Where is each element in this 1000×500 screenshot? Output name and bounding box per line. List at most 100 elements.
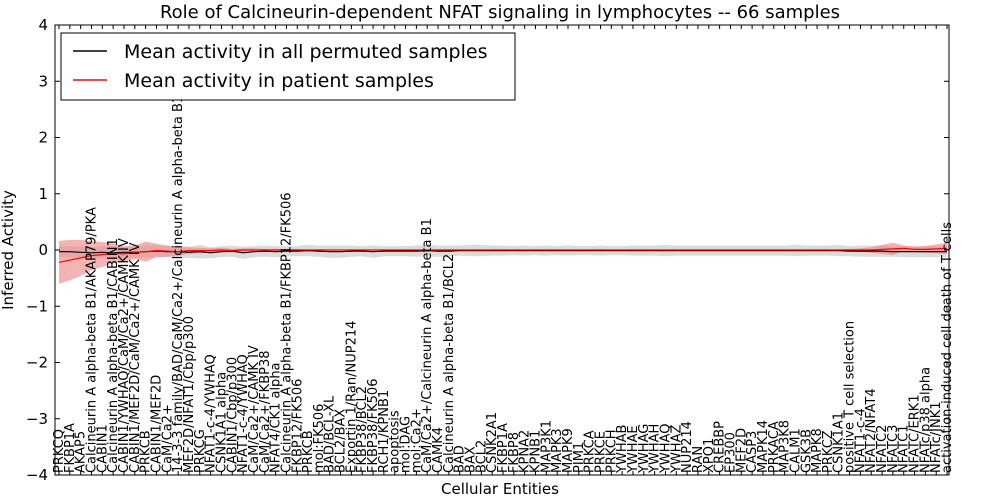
category-label: FKBP1A (63, 423, 78, 473)
legend-label-0: Mean activity in all permuted samples (124, 41, 487, 63)
category-label: MAPK9 (561, 428, 576, 473)
category-label: CASP3 (745, 431, 760, 473)
category-label: BAD (453, 445, 468, 473)
y-tick-label: 2 (38, 129, 48, 147)
legend-box (60, 32, 516, 101)
category-label: PRKCE (594, 431, 609, 473)
category-label: MAPK14 (756, 420, 771, 473)
category-label: MAP3K1 (539, 420, 554, 473)
category-label: CALM1 (788, 428, 803, 473)
category-label: CABIN1/YWHAQ/CaM/Ca2+/CAMK IV (117, 238, 132, 473)
category-label: CaM/Ca2+/FKBP38 (258, 351, 273, 474)
series-0-range-band (59, 244, 947, 260)
category-label: RCH1/KPNB1 (377, 390, 392, 473)
category-label: Calcineurin A alpha-beta B1/FKBP12/FK506 (279, 192, 294, 472)
category-label: mol:FK506 (312, 404, 327, 473)
category-label: activation-induced cell death of T cells (940, 222, 955, 473)
y-tick-label: −3 (26, 410, 48, 428)
category-label: MAPK3 (550, 428, 565, 473)
category-label: CREBBP (713, 421, 728, 473)
y-tick-label: −2 (26, 354, 48, 372)
category-label: FKBP8 (507, 432, 522, 473)
category-label: MAPK8 (810, 428, 825, 473)
category-label: FKBP38/BCL2 (355, 386, 370, 473)
category-label: 14-3-3 family/BAD/CaM/Ca2+/Calcineurin A… (171, 95, 186, 473)
chart-title: Role of Calcineurin-dependent NFAT signa… (160, 2, 840, 23)
category-label: NFATC/ERK1 (908, 394, 923, 473)
category-label: CSNK1A1 (832, 412, 847, 473)
category-label: PRKCB (301, 430, 316, 473)
category-label: mol:Ca2+ (409, 408, 424, 473)
category-label: FKBP38/FK506 (366, 379, 381, 474)
category-label: BAD/BCL-XL (323, 395, 338, 473)
y-tick-label: 3 (38, 72, 48, 90)
legend-label-1: Mean activity in patient samples (124, 70, 434, 92)
category-label: NFATC3 (886, 425, 901, 473)
category-label: NFATc/p38 alpha (918, 367, 933, 473)
category-label: Exportin 1/Ran/NUP214 (344, 321, 359, 473)
category-label: NFAT1-c-4/YWHAQ (236, 354, 251, 473)
category-label: MEF2D/NFAT1/Cbp/p300 (182, 316, 197, 473)
category-label: GSK3B (799, 429, 814, 473)
axes: −4 −3 −2 −1 0 1 2 3 4 (26, 16, 950, 484)
category-label: EP300 (723, 432, 738, 473)
category-label: CaM/Ca2+ (160, 404, 175, 473)
series-1-line (58, 247, 948, 263)
category-label: AKAP5 (74, 431, 89, 473)
category-label: NFATC1 (897, 425, 912, 473)
category-label: YWHAG (637, 424, 652, 474)
category-label: CABIN1 (95, 424, 110, 473)
category-label: NFAT4/CK1 alpha (269, 362, 284, 473)
category-label: apoptosis (388, 410, 403, 473)
plot-area (58, 239, 948, 284)
category-label: CABIN1/MEF2D/CaM/Ca2+/CAMK IV (128, 242, 143, 473)
category-label: MEF2D (734, 428, 749, 473)
category-label: CAMK4 (431, 427, 446, 473)
y-tick-label: 0 (38, 241, 48, 259)
y-tick-label: −1 (26, 297, 48, 315)
category-label: FKBP12/FK506 (290, 379, 305, 474)
category-label: YWHAQ (659, 424, 674, 474)
category-label: PRKCZ (821, 430, 836, 473)
y-tick-label: −4 (26, 466, 48, 484)
category-label: mol:DAG (399, 416, 414, 473)
category-label: NFATc/JNK1 (929, 401, 944, 473)
category-label: BAX (464, 446, 479, 473)
category-label: KPNB1 (529, 430, 544, 473)
category-label: CABIN1/MEF2D (150, 375, 165, 473)
category-label: PRKACA (767, 421, 782, 473)
category-label: CSNK2A1 (485, 412, 500, 473)
category-label: PRKCA (583, 430, 598, 473)
category-label: NUP214 (680, 421, 695, 473)
category-label: BCL2 (474, 440, 489, 473)
category-label: PIM1 (572, 442, 587, 473)
legend: Mean activity in all permuted samples Mea… (60, 32, 516, 101)
x-axis-label: Cellular Entities (441, 480, 559, 498)
category-label: NFAT2/NFAT4 (864, 388, 879, 473)
category-label: PRKCB (139, 430, 154, 473)
category-label: YWHAH (648, 424, 663, 474)
category-label: BCL2/BAX (334, 409, 349, 473)
category-label: NFAT1-c-4 (853, 408, 868, 473)
category-label: CaM/Ca2+/Calcineurin A alpha-beta B1 (420, 218, 435, 473)
category-label: Calcineurin A alpha-beta B1/AKAP79/PKA (85, 207, 100, 473)
category-label: PRKCQ (52, 429, 67, 473)
category-label: FKBP1A (496, 423, 511, 473)
y-tick-label: 4 (38, 16, 48, 34)
category-label: PRKCH (604, 429, 619, 473)
category-label: NFAT1-c-4/YWHAQ (204, 354, 219, 473)
category-label: MAP3K8 (778, 420, 793, 473)
category-label: Calcineurin A alpha-beta B1/BCL2 (442, 254, 457, 473)
category-label: Calcineurin A alpha-beta B1/CABIN1 (106, 238, 121, 473)
category-label: CaM/Ca2+/CAMK IV (247, 345, 262, 473)
category-label: NFATC2 (875, 425, 890, 473)
category-label: PRKCG (193, 429, 208, 473)
category-label: KPNA2 (518, 430, 533, 473)
category-label: YWHAB (615, 425, 630, 474)
category-label: CABIN1/Cbp/p300 (225, 357, 240, 473)
category-label: positive T cell selection (843, 321, 858, 473)
category-label: YWHAE (626, 425, 641, 474)
category-label: YWHAZ (669, 425, 684, 474)
